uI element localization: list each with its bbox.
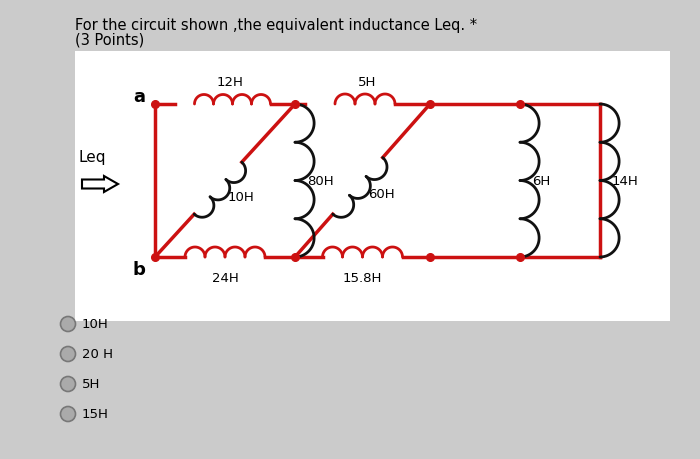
Text: 5H: 5H — [82, 378, 100, 391]
Text: 14H: 14H — [612, 174, 638, 188]
Text: 20 H: 20 H — [82, 348, 113, 361]
Circle shape — [60, 377, 76, 392]
Text: a: a — [133, 88, 145, 106]
Text: 15.8H: 15.8H — [343, 271, 382, 285]
Text: 60H: 60H — [368, 188, 394, 201]
Circle shape — [60, 317, 76, 332]
Text: For the circuit shown ,the equivalent inductance Leq. *: For the circuit shown ,the equivalent in… — [75, 18, 477, 33]
Text: 80H: 80H — [307, 174, 334, 188]
Text: 15H: 15H — [82, 408, 109, 420]
Bar — [75, 52, 670, 321]
Text: 24H: 24H — [211, 271, 239, 285]
Circle shape — [60, 407, 76, 421]
Text: Leq: Leq — [78, 150, 106, 165]
Text: 5H: 5H — [358, 76, 377, 89]
Text: b: b — [132, 260, 145, 279]
Text: 12H: 12H — [216, 76, 244, 89]
FancyArrow shape — [82, 177, 118, 193]
Text: 6H: 6H — [532, 174, 550, 188]
Text: (3 Points): (3 Points) — [75, 32, 144, 47]
Circle shape — [60, 347, 76, 362]
Text: 10H: 10H — [82, 318, 108, 331]
Text: 10H: 10H — [228, 190, 255, 203]
